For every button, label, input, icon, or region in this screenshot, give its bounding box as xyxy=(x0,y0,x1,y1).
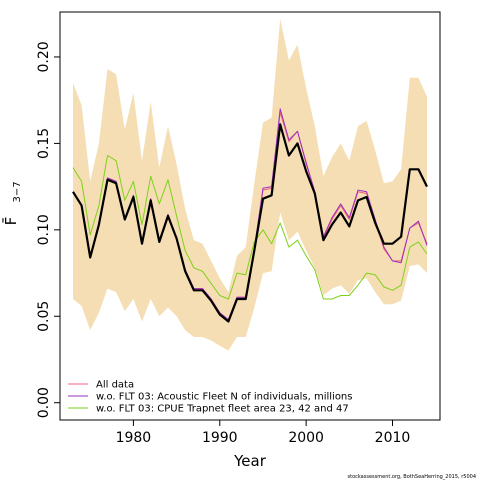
series-line-4 xyxy=(72,123,428,323)
x-tick-label: 1980 xyxy=(116,430,152,446)
footer-credit: stockassessment.org, BothSeaHerring_2015… xyxy=(348,474,477,480)
y-tick-label: 0.15 xyxy=(36,128,52,159)
legend-entry: All data xyxy=(96,380,134,391)
x-tick-label: 2010 xyxy=(375,430,411,446)
series-layer xyxy=(72,108,428,323)
y-axis: 0.00 0.05 0.10 0.15 0.20 xyxy=(36,41,60,418)
y-axis-title: F̄ 3−7 xyxy=(1,181,23,225)
y-tick-label: 0.00 xyxy=(36,387,52,418)
legend-entry: w.o. FLT 03: Acoustic Fleet N of individ… xyxy=(96,392,352,403)
y-axis-title-subscript: 3−7 xyxy=(12,181,23,202)
plot-frame xyxy=(59,11,441,421)
y-tick-label: 0.10 xyxy=(36,214,52,245)
confidence-band xyxy=(73,18,427,351)
y-axis-title-main: F̄ xyxy=(1,217,20,226)
x-axis-title: Year xyxy=(233,452,267,470)
y-tick-label: 0.20 xyxy=(36,41,52,72)
confidence-band-layer xyxy=(73,18,427,351)
x-tick-label: 2000 xyxy=(288,430,324,446)
x-axis: 1980 1990 2000 2010 xyxy=(116,420,411,446)
x-tick-label: 1990 xyxy=(202,430,238,446)
legend-entry: w.o. FLT 03: CPUE Trapnet fleet area 23,… xyxy=(96,404,349,415)
y-tick-label: 0.05 xyxy=(36,301,52,332)
series-line-3 xyxy=(72,155,428,300)
